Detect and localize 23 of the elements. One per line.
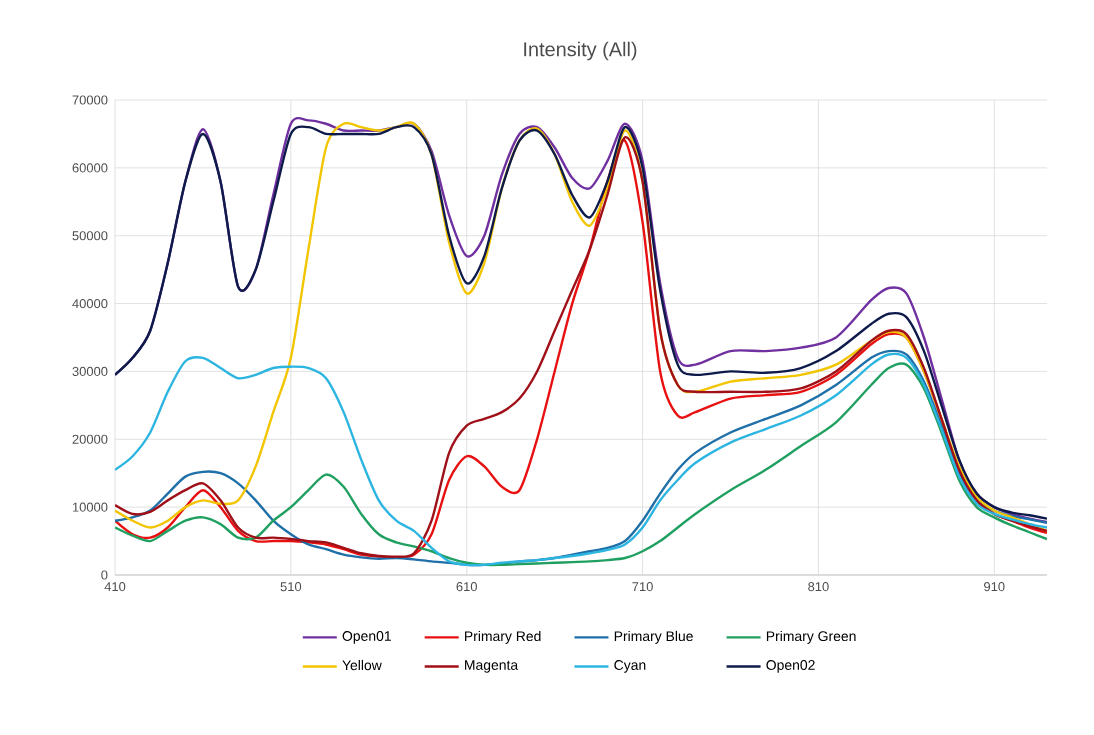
- legend-label: Yellow: [342, 659, 382, 671]
- legend-label: Open02: [766, 660, 815, 673]
- x-tick-label: 610: [456, 582, 477, 592]
- y-tick-label: 30000: [72, 366, 108, 377]
- x-tick-label: 410: [104, 582, 126, 592]
- legend-label: Primary Red: [465, 630, 541, 644]
- legend-label: Primary Green: [766, 630, 856, 644]
- y-tick-label: 40000: [72, 299, 108, 309]
- x-tick-label: 710: [632, 582, 653, 592]
- y-tick-label: 20000: [72, 434, 108, 444]
- y-tick-label: 70000: [72, 95, 108, 105]
- y-tick-label: 60000: [72, 163, 108, 173]
- legend-label: Cyan: [614, 660, 646, 673]
- legend-label: Open01: [342, 631, 391, 644]
- y-tick-label: 10000: [72, 502, 108, 512]
- legend-label: Primary Blue: [614, 630, 693, 644]
- legend-label: Magenta: [465, 660, 519, 673]
- x-tick-label: 510: [280, 582, 302, 592]
- chart-title: Intensity (All): [524, 41, 637, 61]
- y-tick-label: 0: [101, 570, 108, 580]
- x-tick-label: 910: [984, 582, 1005, 592]
- y-tick-label: 50000: [72, 231, 108, 241]
- x-tick-label: 810: [808, 582, 829, 592]
